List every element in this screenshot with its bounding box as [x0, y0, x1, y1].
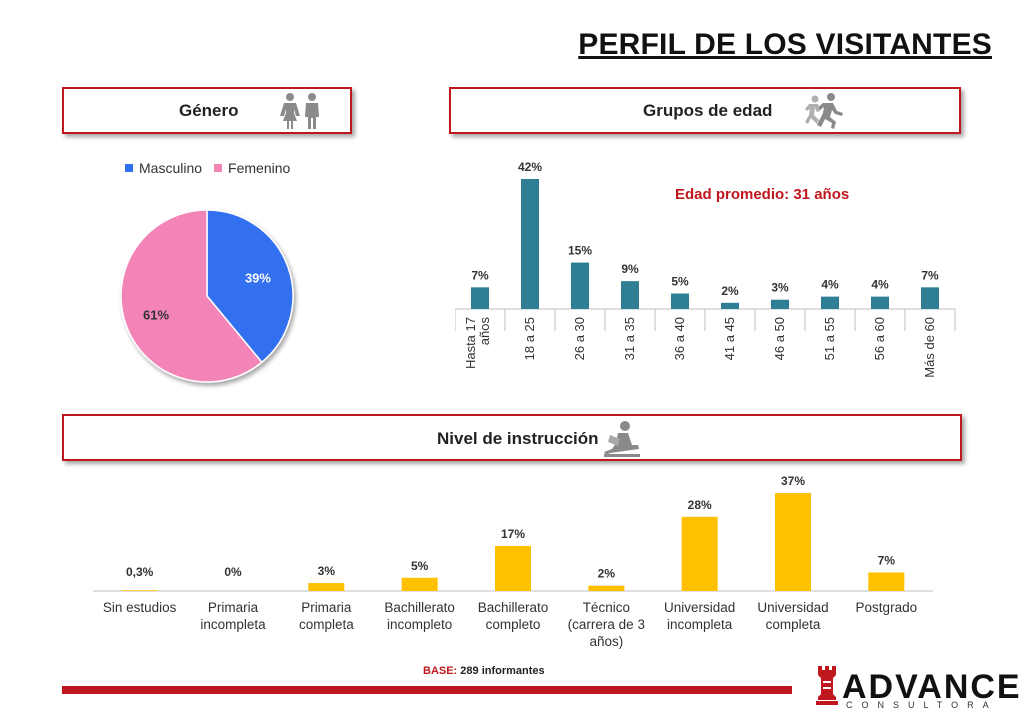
education-tick-label: Postgrado — [856, 600, 918, 615]
age-bar — [871, 296, 889, 309]
age-bar-chart: 7% Hasta 17 años 42% 18 a 25 15% 26 a 30 9% 31 a… — [455, 160, 956, 378]
education-bar-data-label: 5% — [411, 559, 429, 573]
education-tick-label: incompleta — [200, 617, 266, 632]
logo-wordmark: ADVANCE — [842, 668, 1022, 706]
age-bar — [821, 296, 839, 309]
age-bar-data-label: 7% — [471, 268, 489, 282]
age-bar-data-label: 4% — [871, 278, 889, 292]
age-tick-label: 18 a 25 — [522, 317, 537, 360]
education-tick-label: Bachillerato — [478, 600, 549, 615]
age-tick-label: 26 a 30 — [572, 317, 587, 360]
education-tick-label: incompleta — [667, 617, 733, 632]
age-bar-data-label: 7% — [921, 268, 939, 282]
education-bar — [868, 572, 905, 591]
age-bar — [671, 293, 689, 309]
age-bar-data-label: 5% — [671, 275, 689, 289]
pie-data-label: 39% — [245, 271, 271, 286]
reading-person-icon — [604, 421, 640, 457]
age-bar — [921, 287, 939, 309]
logo-subtitle: CONSULTORA — [846, 700, 998, 710]
gender-pie-chart: 39% 61% — [120, 209, 294, 383]
education-bar — [121, 590, 158, 591]
age-section-label: Grupos de edad — [643, 101, 773, 120]
pie-data-label: 61% — [143, 307, 169, 322]
legend-swatch-masculino — [125, 164, 133, 172]
legend-label-femenino: Femenino — [228, 160, 291, 176]
base-value: 289 informantes — [457, 665, 545, 677]
age-tick-label: 46 a 50 — [772, 317, 787, 360]
education-bar — [588, 585, 625, 591]
education-tick-label: Técnico — [583, 600, 630, 615]
education-bar-data-label: 2% — [598, 567, 616, 581]
education-bar — [308, 583, 345, 591]
education-bar-data-label: 17% — [501, 527, 525, 541]
education-tick-label: incompleto — [387, 617, 452, 632]
base-label: BASE: — [423, 665, 458, 677]
legend-label-masculino: Masculino — [139, 160, 203, 176]
education-bar-data-label: 3% — [318, 564, 336, 578]
age-bar-data-label: 9% — [621, 262, 639, 276]
age-section-header: Grupos de edad — [449, 87, 961, 134]
age-bar-data-label: 15% — [568, 244, 592, 258]
age-tick-label: 41 a 45 — [722, 317, 737, 360]
age-tick-label: Hasta 17 — [463, 317, 478, 369]
legend-swatch-femenino — [214, 164, 223, 172]
age-tick-label: 56 a 60 — [872, 317, 887, 360]
average-age-note: Edad promedio: 31 años — [675, 186, 850, 203]
education-tick-label: Primaria — [208, 600, 259, 615]
education-bar — [775, 493, 811, 591]
age-bar — [571, 262, 589, 309]
man-woman-icon — [280, 93, 319, 129]
education-tick-label: años) — [589, 634, 623, 649]
age-bar-data-label: 4% — [821, 278, 839, 292]
page-title: PERFIL DE LOS VISITANTES — [578, 28, 992, 61]
education-bar — [681, 516, 718, 591]
age-bar — [771, 299, 789, 309]
age-tick-label: años — [477, 317, 492, 346]
education-bar-chart: 0,3% Sin estudios 0% Primaria incompleta 3% Pr… — [93, 474, 933, 649]
gender-section-label: Género — [179, 101, 239, 120]
age-tick-label: 36 a 40 — [672, 317, 687, 360]
education-bar-data-label: 28% — [688, 498, 712, 512]
age-bar — [521, 179, 539, 309]
education-section-label: Nivel de instrucción — [437, 429, 599, 448]
gender-section-header: Género — [62, 87, 352, 134]
education-tick-label: Primaria — [301, 600, 352, 615]
pie-slice-masculino — [206, 209, 294, 364]
education-bar — [401, 577, 438, 591]
education-tick-label: Universidad — [664, 600, 735, 615]
age-tick-label: Más de 60 — [922, 317, 937, 378]
age-bar-data-label: 3% — [771, 281, 789, 295]
age-bar-data-label: 42% — [518, 160, 542, 174]
age-tick-label: 31 a 35 — [622, 317, 637, 360]
pie-legend: Masculino Femenino — [125, 160, 290, 176]
pie-slice-femenino — [120, 209, 263, 383]
age-bar-data-label: 2% — [721, 284, 739, 298]
rook-logo-icon — [816, 666, 838, 705]
education-bar-data-label: 7% — [878, 553, 896, 567]
age-bar — [721, 302, 739, 309]
education-section-header: Nivel de instrucción — [62, 414, 962, 461]
age-bar — [471, 287, 489, 309]
education-tick-label: completo — [486, 617, 541, 632]
base-note: BASE: 289 informantes — [423, 665, 545, 677]
footer-red-rule — [62, 686, 792, 694]
education-bar-data-label: 0,3% — [126, 565, 154, 579]
education-tick-label: Bachillerato — [384, 600, 455, 615]
education-bar-data-label: 0% — [224, 565, 242, 579]
education-bar-data-label: 37% — [781, 474, 805, 488]
education-tick-label: completa — [299, 617, 354, 632]
running-people-icon — [805, 93, 843, 129]
education-bar — [495, 545, 531, 591]
age-bar — [621, 281, 639, 309]
age-tick-label: 51 a 55 — [822, 317, 837, 360]
education-tick-label: completa — [766, 617, 821, 632]
education-tick-label: (carrera de 3 — [568, 617, 645, 632]
education-tick-label: Universidad — [757, 600, 828, 615]
education-tick-label: Sin estudios — [103, 600, 177, 615]
